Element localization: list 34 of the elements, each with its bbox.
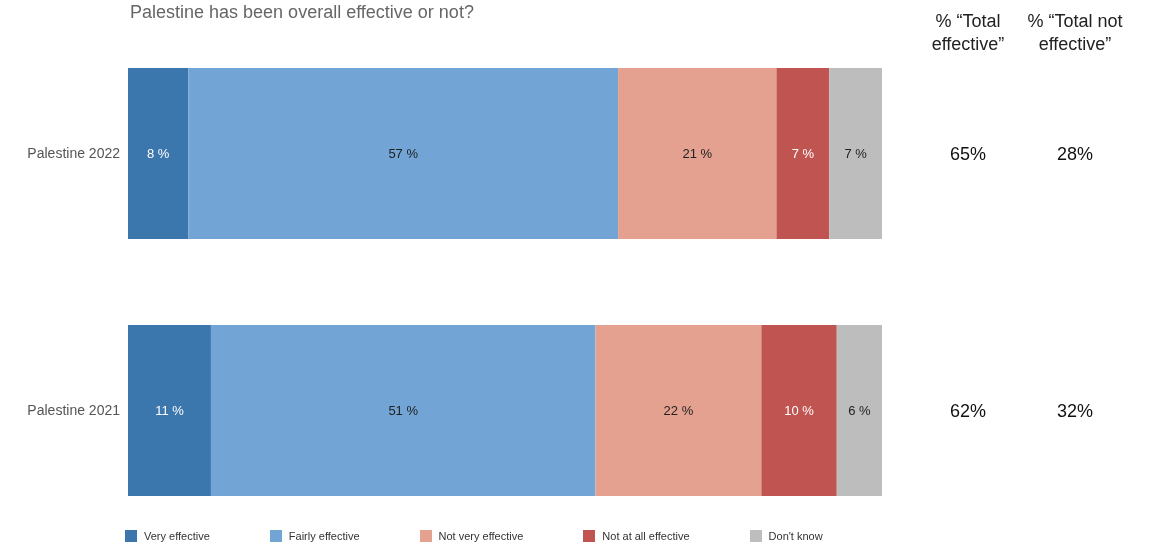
bar xyxy=(836,325,882,496)
legend-label: Not at all effective xyxy=(602,530,690,542)
bar xyxy=(210,325,596,496)
bar xyxy=(188,68,619,239)
bar xyxy=(595,325,762,496)
legend-label: Fairly effective xyxy=(288,530,360,542)
bar xyxy=(128,325,211,496)
bar xyxy=(776,68,830,239)
text: 62% xyxy=(949,399,987,423)
data-label: 21 % xyxy=(682,146,713,161)
bar xyxy=(128,68,189,239)
data-label: 6 % xyxy=(848,403,872,418)
legend-label: Don't know xyxy=(768,530,823,542)
data-label: 8 % xyxy=(146,146,170,161)
text: 32% xyxy=(1056,399,1094,423)
data-label: 11 % xyxy=(155,403,185,418)
data-label: 10 % xyxy=(784,403,815,418)
legend-label: Very effective xyxy=(144,530,210,542)
data-label: 57 % xyxy=(388,146,419,161)
data-label: 7 % xyxy=(791,146,815,161)
bar xyxy=(829,68,882,239)
y-tick-label: Palestine 2021 xyxy=(27,402,121,419)
data-label: 22 % xyxy=(663,403,694,418)
bar xyxy=(761,325,837,496)
text: 65% xyxy=(949,142,987,166)
text: 28% xyxy=(1056,142,1094,166)
y-tick-label: Palestine 2022 xyxy=(27,145,121,162)
data-label: 7 % xyxy=(844,146,868,161)
text: % “Total effective” xyxy=(930,10,1006,56)
bar xyxy=(618,68,777,239)
text: % “Total not effective” xyxy=(1026,10,1124,56)
legend-label: Not very effective xyxy=(438,530,524,542)
chart-title: Palestine has been overall effective or not? xyxy=(130,2,474,23)
data-label: 51 % xyxy=(388,403,419,418)
